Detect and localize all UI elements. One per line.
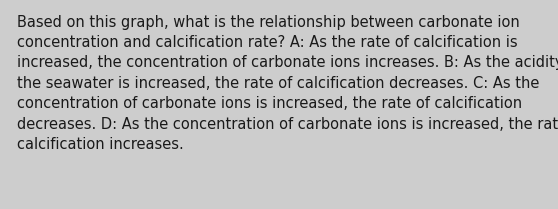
Text: Based on this graph, what is the relationship between carbonate ion
concentratio: Based on this graph, what is the relatio…: [17, 15, 558, 152]
